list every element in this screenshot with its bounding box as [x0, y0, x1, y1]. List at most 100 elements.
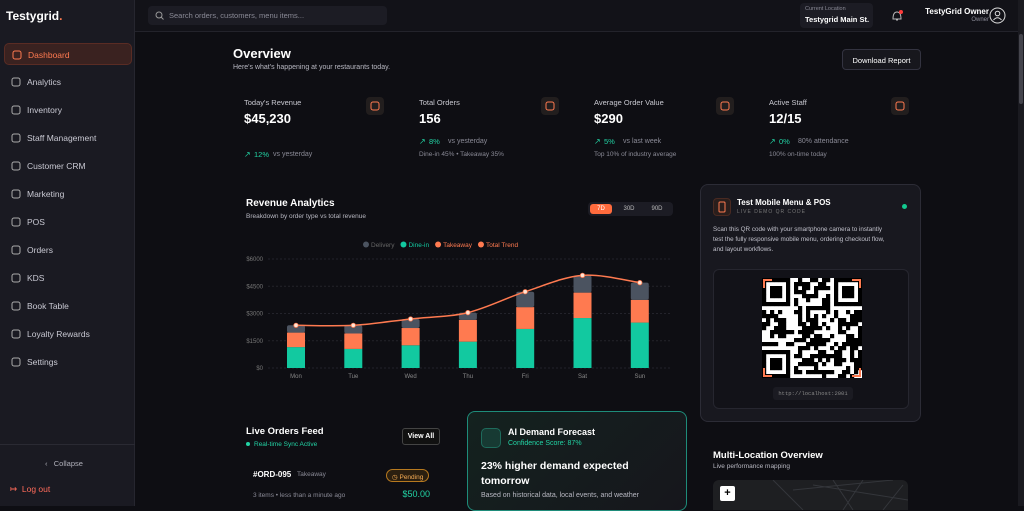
live-orders: Live Orders Feed Real-time Sync Active V… [233, 410, 455, 510]
qr-module [814, 362, 819, 367]
nav-item[interactable]: Marketing [4, 183, 132, 205]
qr-module [826, 358, 831, 363]
locations-title: Multi-Location Overview [713, 450, 823, 461]
qr-module [838, 374, 843, 378]
qr-module [778, 350, 783, 355]
search[interactable]: Search orders, customers, menu items... [148, 6, 387, 25]
nav-item[interactable]: KDS [4, 267, 132, 289]
qr-module [818, 358, 823, 363]
qr-module [762, 326, 767, 331]
range-button[interactable]: 7D [590, 204, 612, 214]
nav-label: Customer CRM [27, 161, 86, 171]
qr-module [778, 310, 783, 315]
qr-code[interactable] [762, 278, 862, 378]
forecast-title: AI Demand Forecast [508, 427, 596, 437]
nav-item[interactable]: Dashboard [4, 43, 132, 65]
qr-module [858, 326, 862, 331]
qr-module [858, 298, 862, 303]
nav-item[interactable]: Staff Management [4, 127, 132, 149]
nav-item[interactable]: Customer CRM [4, 155, 132, 177]
nav-label: Staff Management [27, 133, 97, 143]
logout[interactable]: ↦ Log out [10, 484, 51, 494]
bar-segment [287, 332, 305, 348]
trend-point [293, 322, 299, 328]
qr-module [774, 294, 779, 299]
qr-module [762, 290, 767, 295]
qr-module [794, 302, 799, 307]
avatar[interactable] [989, 7, 1006, 24]
qr-module [802, 358, 807, 363]
qr-corner [763, 368, 772, 377]
nav-label: Book Table [27, 301, 69, 311]
qr-module [850, 290, 855, 295]
qr-module [814, 338, 819, 343]
qr-module [822, 354, 827, 359]
qr-module [806, 306, 811, 311]
qr-module [858, 334, 862, 339]
nav-item[interactable]: Inventory [4, 99, 132, 121]
nav-item[interactable]: Book Table [4, 295, 132, 317]
nav-item[interactable]: POS [4, 211, 132, 233]
qr-module [762, 362, 767, 367]
qr-module [834, 290, 839, 295]
nav-item[interactable]: Settings [4, 351, 132, 373]
download-button[interactable]: Download Report [842, 49, 921, 70]
bar-segment [287, 325, 305, 333]
bar-segment [401, 345, 420, 368]
qr-module [850, 302, 855, 307]
qr-module [830, 334, 835, 339]
qr-module [802, 346, 807, 351]
qr-module [838, 330, 843, 335]
qr-module [786, 330, 791, 335]
qr-module [802, 322, 807, 327]
trend-point [637, 280, 643, 286]
bell[interactable] [890, 9, 904, 23]
qr-module [778, 294, 783, 299]
view-all[interactable]: View All [402, 428, 440, 445]
qr-module [778, 366, 783, 371]
qr-module [798, 306, 803, 311]
location[interactable]: Current Location Testygrid Main St. [800, 3, 873, 28]
collapse[interactable]: ‹ Collapse [45, 459, 83, 468]
qr-module [842, 318, 847, 323]
qr-module [826, 298, 831, 303]
qr-module [822, 338, 827, 343]
nav-item[interactable]: Analytics [4, 71, 132, 93]
qr-module [858, 342, 862, 347]
range-button[interactable]: 30D [623, 206, 635, 212]
qr-module [798, 370, 803, 375]
legend-label: Takeaway [443, 242, 473, 249]
stat-label: Total Orders [419, 98, 460, 107]
stat-detail: Top 10% of industry average [594, 151, 677, 158]
qr-module [854, 342, 859, 347]
qr-module [850, 294, 855, 299]
bar-segment [287, 347, 305, 368]
forecast-text: Based on historical data, local events, … [481, 492, 639, 499]
stat-label: Average Order Value [594, 98, 664, 107]
qr-module [826, 310, 831, 315]
nav-item[interactable]: Loyalty Rewards [4, 323, 132, 345]
qr-module [846, 322, 851, 327]
qr-module [826, 294, 831, 299]
y-tick-label: $4500 [246, 284, 263, 290]
qr-module [770, 350, 775, 355]
nav-item[interactable]: Orders [4, 239, 132, 261]
qr-module [838, 346, 843, 351]
qr-module [834, 362, 839, 367]
range-button[interactable]: 90D [651, 206, 663, 212]
qr-module [770, 310, 775, 315]
qr-module [842, 342, 847, 347]
map[interactable]: + [713, 480, 908, 510]
qr-module [774, 278, 779, 283]
qr-text: test the fully responsive mobile menu, o… [713, 236, 885, 243]
qr-module [762, 298, 767, 303]
x-tick-label: Sat [578, 374, 587, 380]
qr-module [810, 330, 815, 335]
qr-module [770, 330, 775, 335]
stat-label: Today's Revenue [244, 98, 302, 107]
legend-swatch [477, 241, 484, 248]
qr-module [786, 350, 791, 355]
nav-label: KDS [27, 273, 45, 283]
qr-module [838, 322, 843, 327]
zoom-in[interactable]: + [720, 486, 735, 501]
